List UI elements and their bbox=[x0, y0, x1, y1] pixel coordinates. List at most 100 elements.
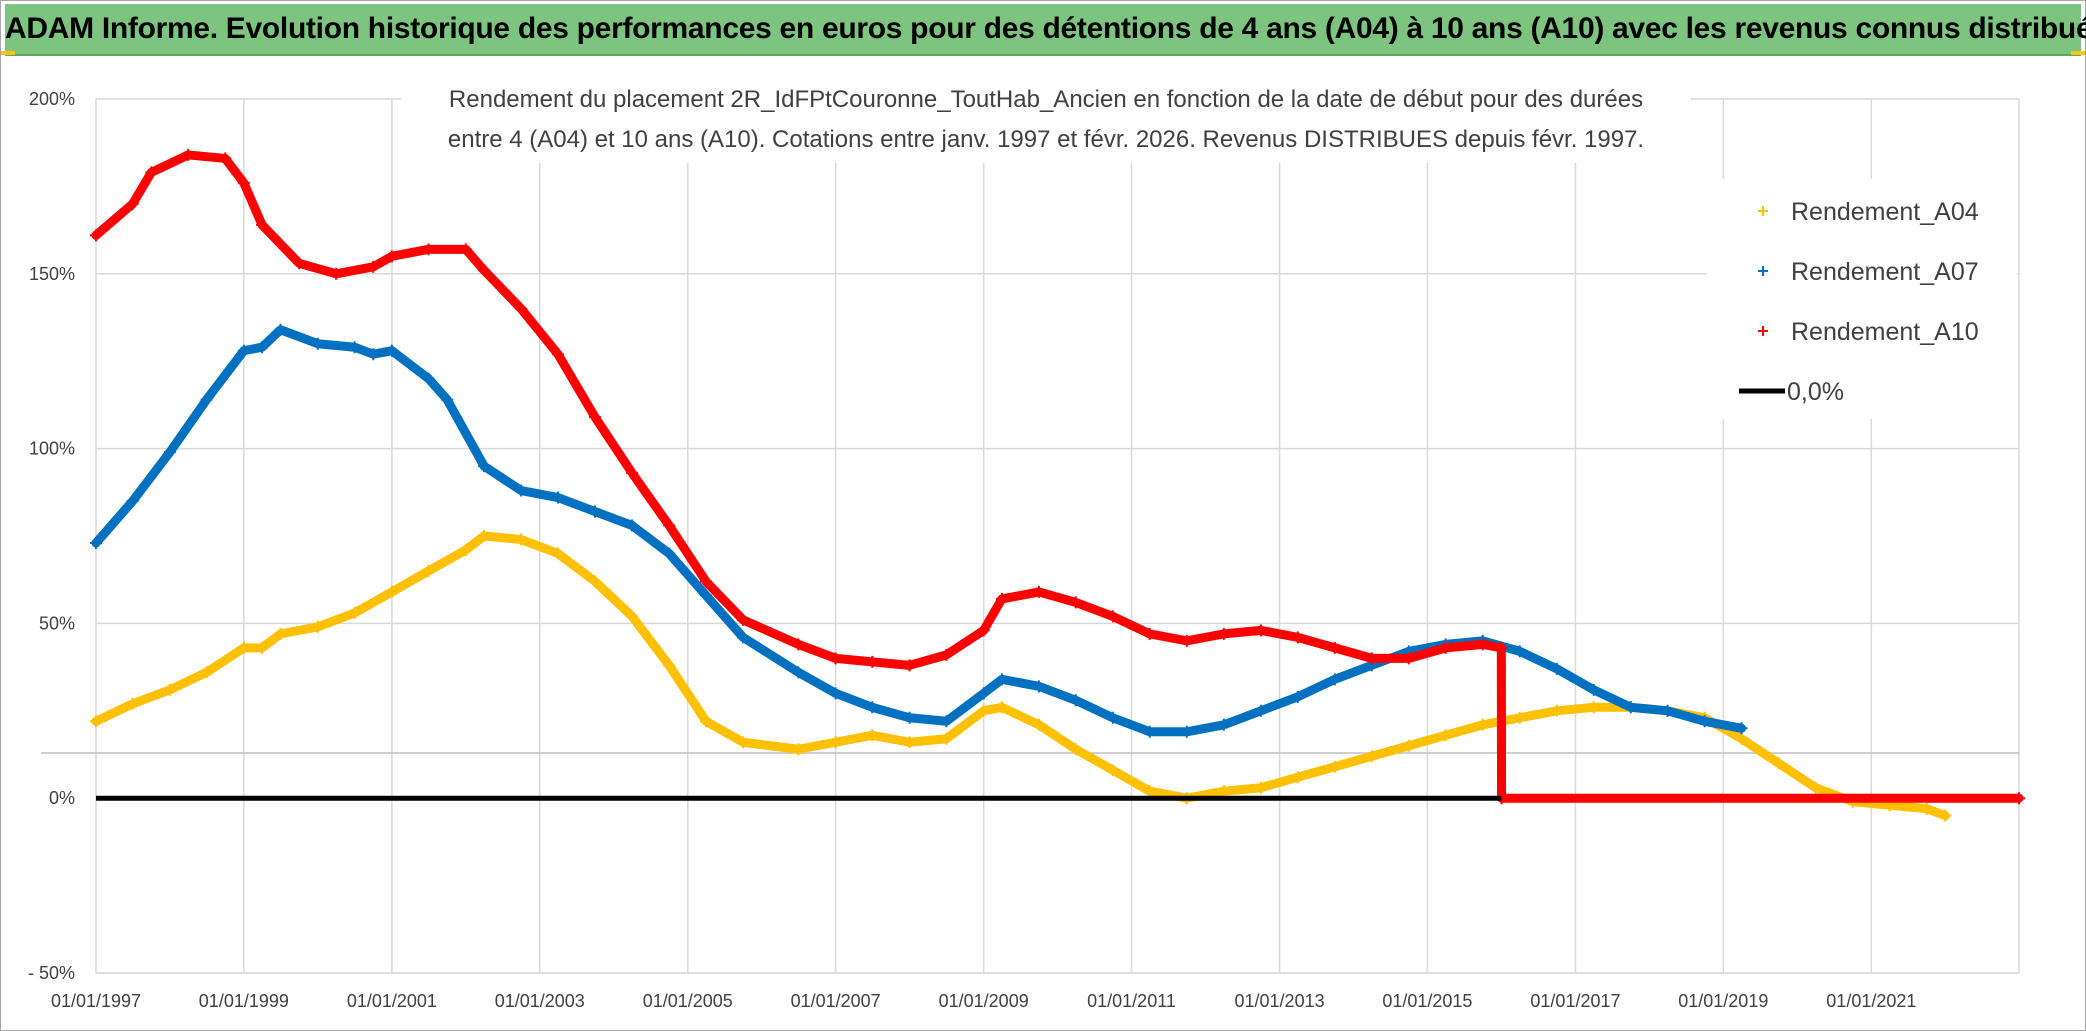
data-point bbox=[422, 243, 435, 256]
data-point bbox=[1143, 627, 1156, 640]
data-point bbox=[700, 589, 713, 602]
data-point bbox=[995, 592, 1008, 605]
data-point bbox=[274, 627, 287, 640]
data-point bbox=[1143, 785, 1156, 798]
y-tick-label: 50% bbox=[39, 613, 75, 633]
y-tick-label: 100% bbox=[29, 439, 75, 459]
report-banner: ADAM Informe. Evolution historique des p… bbox=[5, 4, 2086, 56]
data-point bbox=[903, 736, 916, 749]
data-point bbox=[663, 659, 676, 672]
series-band bbox=[91, 150, 2024, 803]
data-point bbox=[515, 484, 528, 497]
data-point bbox=[126, 495, 139, 508]
data-point bbox=[1476, 638, 1489, 651]
data-point bbox=[737, 736, 750, 749]
data-point bbox=[551, 547, 564, 560]
data-point bbox=[330, 267, 343, 280]
x-tick-label: 01/01/2005 bbox=[643, 991, 733, 1011]
data-point bbox=[1254, 624, 1267, 637]
legend-label: Rendement_A04 bbox=[1791, 198, 1979, 226]
data-point bbox=[663, 519, 676, 532]
data-point bbox=[1328, 760, 1341, 773]
data-point bbox=[478, 530, 491, 542]
data-point bbox=[700, 575, 713, 588]
data-point bbox=[1106, 610, 1119, 623]
data-point bbox=[700, 715, 713, 728]
series-rendement-a04 bbox=[90, 530, 1952, 822]
data-point bbox=[1772, 757, 1785, 770]
data-point bbox=[551, 348, 564, 361]
y-tick-label: 200% bbox=[29, 89, 75, 109]
data-point bbox=[459, 243, 472, 256]
data-point bbox=[385, 250, 398, 263]
data-point bbox=[1513, 711, 1526, 724]
data-point bbox=[256, 341, 269, 354]
data-point bbox=[1217, 718, 1230, 731]
x-tick-label: 01/01/2021 bbox=[1826, 991, 1916, 1011]
x-tick-label: 01/01/2009 bbox=[939, 991, 1029, 1011]
data-point bbox=[1217, 785, 1230, 798]
corner-accent-right bbox=[2071, 51, 2085, 55]
data-point bbox=[995, 701, 1008, 714]
data-point bbox=[626, 519, 639, 532]
data-point bbox=[1032, 680, 1045, 693]
data-point bbox=[237, 641, 250, 654]
data-point bbox=[1291, 631, 1304, 644]
data-point bbox=[163, 446, 176, 459]
data-point bbox=[1661, 704, 1674, 717]
data-point bbox=[589, 411, 602, 424]
chart-title: Rendement du placement 2R_IdFPtCouronne_… bbox=[449, 86, 1643, 113]
data-point bbox=[200, 666, 213, 679]
data-point bbox=[145, 166, 158, 179]
legend-label: Rendement_A07 bbox=[1791, 258, 1979, 286]
data-point bbox=[1476, 718, 1489, 731]
data-point bbox=[792, 743, 805, 756]
data-point bbox=[792, 638, 805, 651]
data-point bbox=[459, 543, 472, 556]
report-title: ADAM Informe. Evolution historique des p… bbox=[5, 12, 2086, 45]
x-tick-label: 01/01/2003 bbox=[495, 991, 585, 1011]
data-point bbox=[1402, 652, 1415, 665]
legend-box bbox=[1707, 179, 2017, 419]
data-point bbox=[478, 264, 491, 277]
x-tick-label: 01/01/1997 bbox=[51, 991, 141, 1011]
data-point bbox=[1939, 809, 1952, 822]
data-point bbox=[940, 715, 953, 728]
data-point bbox=[311, 337, 324, 350]
data-point bbox=[422, 372, 435, 385]
data-point bbox=[1254, 704, 1267, 717]
data-point bbox=[903, 659, 916, 672]
x-tick-label: 01/01/2011 bbox=[1087, 991, 1176, 1011]
data-point bbox=[866, 701, 879, 714]
data-point bbox=[348, 341, 361, 354]
data-point bbox=[385, 585, 398, 598]
data-point bbox=[829, 652, 842, 665]
data-point bbox=[385, 344, 398, 357]
data-point bbox=[1587, 683, 1600, 696]
data-point bbox=[1106, 764, 1119, 777]
data-point bbox=[1180, 725, 1193, 738]
data-point bbox=[1439, 641, 1452, 654]
data-point bbox=[977, 687, 990, 700]
series-band bbox=[91, 531, 1950, 821]
data-point bbox=[1106, 711, 1119, 724]
legend-label: Rendement_A10 bbox=[1791, 318, 1979, 346]
data-point bbox=[1069, 596, 1082, 609]
corner-accent-left bbox=[1, 51, 15, 55]
data-point bbox=[182, 148, 195, 161]
data-point bbox=[90, 536, 102, 549]
data-point bbox=[589, 505, 602, 518]
chart-subtitle: entre 4 (A04) et 10 ans (A10). Cotations… bbox=[448, 126, 1644, 153]
data-point bbox=[903, 711, 916, 724]
legend-swatch bbox=[1758, 206, 1768, 216]
x-tick-label: 01/01/2007 bbox=[791, 991, 881, 1011]
data-point bbox=[1513, 645, 1526, 658]
data-point bbox=[866, 655, 879, 668]
x-tick-label: 01/01/2001 bbox=[347, 991, 437, 1011]
data-point bbox=[237, 176, 250, 189]
data-point bbox=[1291, 771, 1304, 784]
data-point bbox=[256, 218, 269, 231]
data-point bbox=[1365, 652, 1378, 665]
data-point bbox=[1402, 739, 1415, 752]
data-point bbox=[348, 606, 361, 619]
